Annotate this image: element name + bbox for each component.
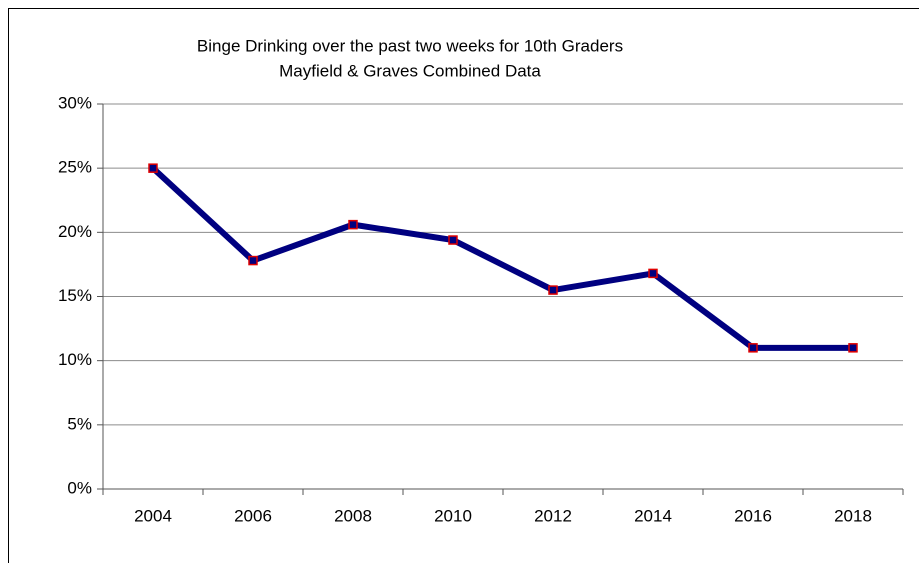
data-point <box>748 343 758 353</box>
x-tick-label: 2014 <box>634 506 672 525</box>
data-point <box>248 255 258 266</box>
y-tick-label: 5% <box>67 414 92 433</box>
x-tick-label: 2006 <box>234 506 272 525</box>
x-tick-label: 2008 <box>334 506 372 525</box>
x-tick-label: 2010 <box>434 506 472 525</box>
y-tick-label: 15% <box>58 286 92 305</box>
x-tick-label: 2012 <box>534 506 572 525</box>
data-point <box>648 268 658 279</box>
chart-title: Binge Drinking over the past two weeks f… <box>197 36 623 55</box>
chart-frame <box>8 8 919 563</box>
data-point <box>448 235 458 245</box>
x-tick-label: 2018 <box>834 506 872 525</box>
y-tick-label: 25% <box>58 158 92 177</box>
data-point <box>148 163 158 173</box>
data-point <box>348 219 358 230</box>
series-line <box>150 165 853 351</box>
y-tick-label: 20% <box>58 222 92 241</box>
chart-subtitle: Mayfield & Graves Combined Data <box>279 61 541 80</box>
x-tick-label: 2004 <box>134 506 172 525</box>
data-point <box>548 285 558 295</box>
y-tick-label: 30% <box>58 93 92 112</box>
y-tick-label: 10% <box>58 350 92 369</box>
data-point <box>848 343 858 353</box>
x-tick-label: 2016 <box>734 506 772 525</box>
y-tick-label: 0% <box>67 478 92 497</box>
